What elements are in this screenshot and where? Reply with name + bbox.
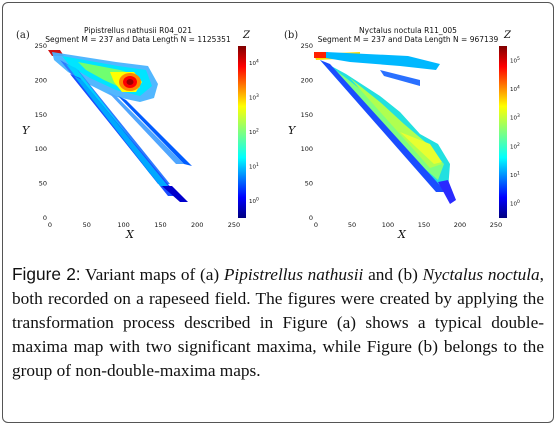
y-tick-label: 250 (35, 42, 47, 50)
colorbar-tick-label: 101 (249, 162, 259, 171)
colorbar (238, 46, 246, 218)
x-tick-labels: 0 50 100 150 200 250 (314, 221, 502, 229)
y-tick-label: 0 (309, 214, 313, 222)
x-tick-label: 250 (490, 221, 502, 229)
x-axis-label: X (125, 228, 135, 241)
species-name-b: Nyctalus noctula (422, 265, 540, 284)
z-axis-label: Z (503, 30, 512, 41)
panel-a: (a) Pipistrellus nathusii R04_021 Segmen… (8, 14, 278, 254)
colorbar-tick-label: 100 (249, 196, 259, 205)
y-tick-labels: 0 50 100 150 200 250 (301, 42, 313, 222)
heatmap-cells (314, 52, 456, 204)
y-tick-label: 150 (35, 111, 47, 119)
colorbar-tick-label: 100 (510, 199, 520, 208)
variant-map-a: (a) Pipistrellus nathusii R04_021 Segmen… (16, 26, 259, 241)
colorbar-tick-label: 104 (510, 85, 520, 94)
y-axis-label: Y (22, 124, 31, 137)
x-tick-label: 50 (83, 221, 91, 229)
x-tick-label: 250 (228, 221, 240, 229)
map-title: Nyctalus noctula R11_005 (359, 26, 457, 35)
caption-text: and (b) (363, 265, 423, 284)
panel-letter: (a) (16, 30, 30, 41)
panel-b: (b) Nyctalus noctula R11_005 Segment M =… (280, 14, 550, 254)
x-tick-label: 0 (48, 221, 52, 229)
x-axis-label: X (397, 228, 407, 241)
figure-frame (2, 2, 554, 423)
colorbar-tick-label: 101 (510, 171, 520, 180)
colorbar (499, 46, 507, 218)
colorbar-tick-label: 105 (510, 56, 520, 64)
y-axis-label: Y (288, 124, 297, 137)
y-tick-label: 200 (35, 76, 47, 84)
y-tick-label: 100 (35, 145, 47, 153)
colorbar-tick-labels: 100 101 102 103 104 105 (510, 56, 520, 208)
x-tick-label: 150 (418, 221, 430, 229)
y-tick-label: 50 (305, 180, 313, 188)
colorbar-tick-label: 102 (510, 142, 520, 151)
y-tick-label: 100 (301, 145, 313, 153)
x-tick-label: 200 (454, 221, 466, 229)
colorbar-tick-label: 103 (249, 93, 259, 102)
map-subtitle: Segment M = 237 and Data Length N = 9671… (318, 35, 499, 44)
colorbar-tick-labels: 100 101 102 103 104 (249, 59, 259, 205)
colorbar-tick-label: 104 (249, 59, 259, 67)
colorbar-tick-label: 103 (510, 113, 520, 122)
x-tick-label: 100 (117, 221, 129, 229)
x-tick-label: 0 (314, 221, 318, 229)
x-tick-label: 150 (154, 221, 166, 229)
figure-caption: Figure 2: Variant maps of (a) Pipistrell… (12, 262, 544, 383)
x-tick-label: 200 (191, 221, 203, 229)
heatmap-cells (48, 50, 192, 202)
y-tick-label: 50 (39, 180, 47, 188)
panel-letter: (b) (284, 30, 298, 41)
colorbar-tick-label: 102 (249, 128, 259, 137)
caption-text: Variant maps of (a) (80, 265, 224, 284)
map-subtitle: Segment M = 237 and Data Length N = 1125… (45, 35, 231, 44)
species-name-a: Pipistrellus nathusii (223, 265, 364, 284)
variant-map-b: (b) Nyctalus noctula R11_005 Segment M =… (284, 26, 520, 241)
y-tick-label: 200 (301, 76, 313, 84)
y-tick-label: 0 (43, 214, 47, 222)
x-tick-label: 100 (382, 221, 394, 229)
x-tick-label: 50 (348, 221, 356, 229)
z-axis-label: Z (242, 30, 251, 41)
caption-text: , both recorded on a rapeseed field. The… (12, 265, 544, 380)
y-tick-label: 150 (301, 111, 313, 119)
y-tick-label: 250 (301, 42, 313, 50)
map-title: Pipistrellus nathusii R04_021 (84, 26, 192, 35)
caption-label: Figure 2: (12, 264, 81, 284)
y-tick-labels: 0 50 100 150 200 250 (35, 42, 47, 222)
x-tick-labels: 0 50 100 150 200 250 (48, 221, 240, 229)
